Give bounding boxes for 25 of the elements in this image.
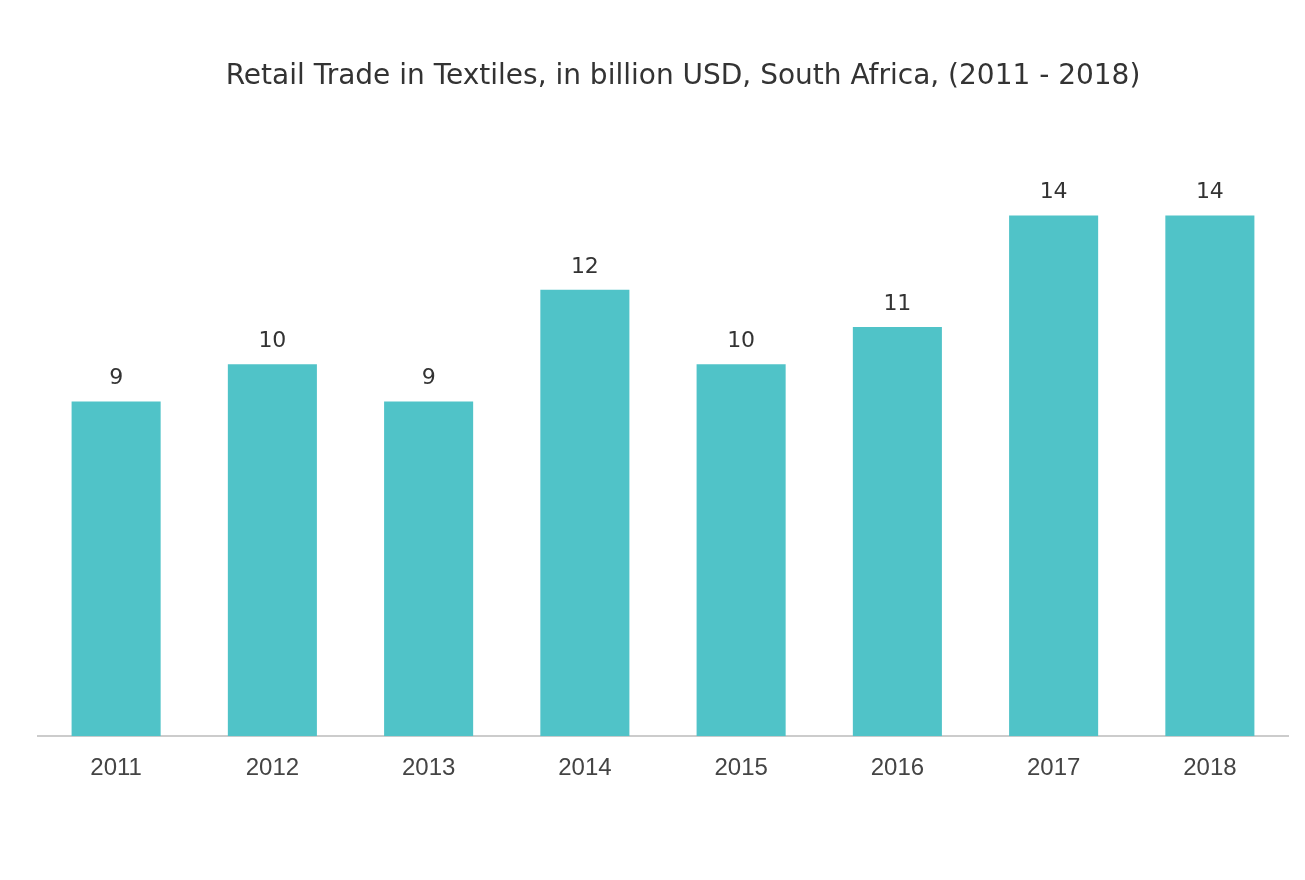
data-label: 14 (1039, 178, 1068, 204)
bar (71, 401, 161, 737)
data-label: 14 (1195, 178, 1224, 204)
bar (540, 289, 630, 737)
x-tick-label: 2014 (558, 753, 612, 781)
data-label: 9 (421, 364, 436, 390)
bar (227, 364, 317, 737)
bar (384, 401, 474, 737)
data-label: 10 (258, 326, 287, 352)
data-label: 12 (570, 252, 599, 278)
data-label: 11 (883, 289, 912, 315)
x-tick-label: 2012 (245, 753, 300, 781)
x-tick-label: 2016 (870, 753, 925, 781)
chart-title: Retail Trade in Textiles, in billion USD, South Africa, (2011 - 2018) (224, 57, 1142, 93)
bar (1165, 215, 1255, 737)
bar (1009, 215, 1099, 737)
x-tick-label: 2017 (1026, 753, 1081, 781)
bar (696, 364, 786, 737)
x-tick-label: 2018 (1183, 753, 1237, 781)
data-label: 10 (727, 326, 756, 352)
x-tick-label: 2013 (401, 753, 456, 781)
data-label: 9 (109, 364, 124, 390)
x-tick-label: 2011 (90, 753, 142, 781)
x-tick-label: 2015 (714, 753, 768, 781)
bar (852, 327, 942, 737)
